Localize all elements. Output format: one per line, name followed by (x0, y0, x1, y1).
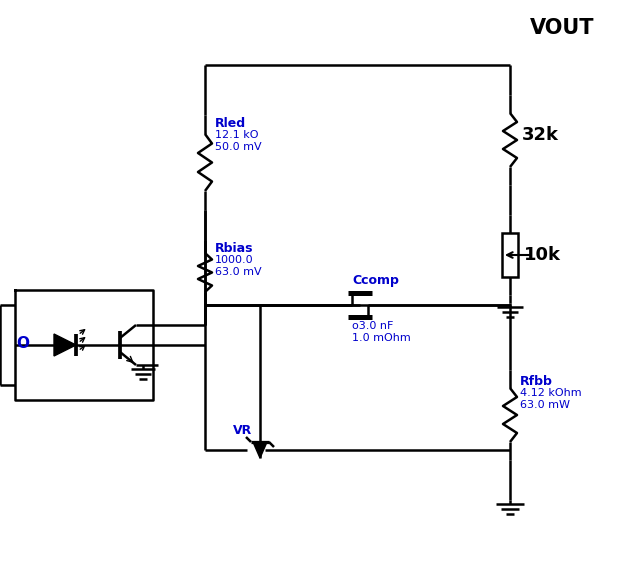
Text: Rbias: Rbias (215, 242, 254, 255)
Text: VOUT: VOUT (530, 18, 595, 38)
Text: o3.0 nF: o3.0 nF (352, 321, 393, 331)
Text: 1.0 mOhm: 1.0 mOhm (352, 333, 410, 343)
Text: 32k: 32k (522, 126, 559, 144)
Polygon shape (54, 334, 76, 356)
Bar (502, 233, 518, 277)
Text: 4.12 kOhm: 4.12 kOhm (520, 388, 582, 398)
Text: VR: VR (233, 424, 252, 437)
Text: O: O (17, 336, 30, 350)
Text: 50.0 mV: 50.0 mV (215, 142, 262, 152)
Text: Rled: Rled (215, 117, 246, 130)
Text: 10k: 10k (524, 246, 561, 264)
Text: Rfbb: Rfbb (520, 375, 553, 388)
Text: Ccomp: Ccomp (352, 274, 399, 287)
Text: 63.0 mW: 63.0 mW (520, 400, 570, 410)
Text: 1000.0: 1000.0 (215, 255, 254, 265)
Polygon shape (253, 442, 267, 458)
Text: 12.1 kO: 12.1 kO (215, 130, 259, 140)
Text: 63.0 mV: 63.0 mV (215, 267, 262, 277)
